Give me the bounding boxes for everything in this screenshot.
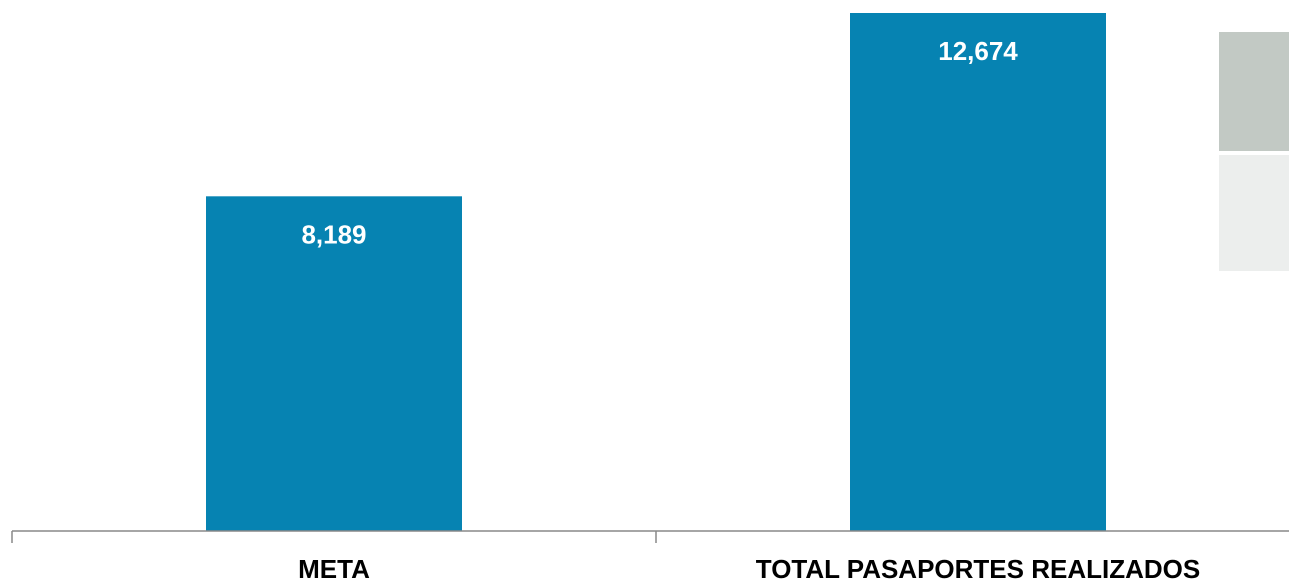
category-labels-group: META TOTAL PASAPORTES REALIZADOS: [298, 554, 1200, 584]
legend-swatch-2: [1219, 155, 1289, 271]
bar-value-label-0: 8,189: [301, 219, 366, 249]
bars-group: [206, 13, 1106, 531]
legend-swatch-1: [1219, 32, 1289, 151]
value-labels-group: 8,189 12,674: [301, 36, 1018, 249]
category-label-1: TOTAL PASAPORTES REALIZADOS: [756, 554, 1200, 584]
bar-value-label-1: 12,674: [938, 36, 1018, 66]
x-axis-ticks: [11, 531, 657, 543]
bar-0: [206, 196, 462, 531]
category-label-0: META: [298, 554, 370, 584]
legend: [1219, 32, 1289, 271]
bar-1: [850, 13, 1106, 531]
